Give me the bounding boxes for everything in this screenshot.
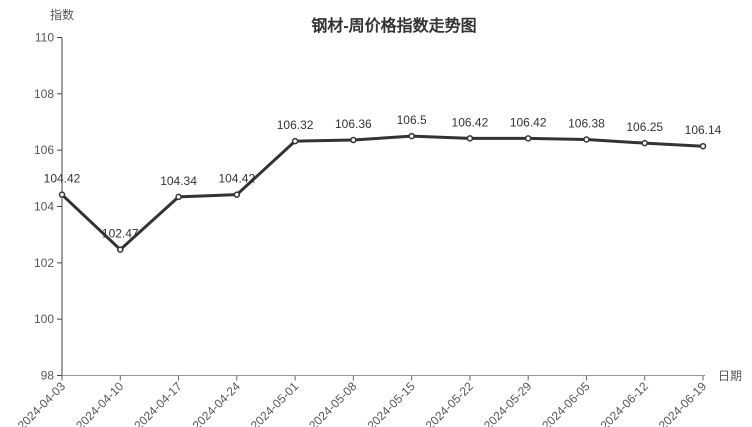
x-tick-label: 2024-05-08 <box>306 379 360 427</box>
x-tick-label: 2024-05-22 <box>423 379 477 427</box>
x-tick-label: 2024-04-24 <box>190 379 244 427</box>
data-point-label: 106.42 <box>510 115 547 129</box>
data-point[interactable] <box>466 135 474 142</box>
x-tick-label: 2024-04-03 <box>15 379 69 427</box>
series-points: 104.42 102.47 104.34 104.42 106.32 106.36 106.… <box>44 113 722 253</box>
chart-title: 钢材-周价格指数走势图 <box>311 18 477 35</box>
y-tick-label: 108 <box>34 87 54 101</box>
data-point[interactable] <box>524 135 532 142</box>
x-axis-name: 日期 <box>718 369 743 383</box>
data-point-label: 104.42 <box>218 172 255 186</box>
data-point-label: 106.36 <box>335 117 372 131</box>
data-point[interactable] <box>699 142 707 150</box>
y-tick-label: 104 <box>34 200 54 214</box>
x-tick-label: 2024-04-17 <box>131 379 185 427</box>
x-axis: 2024-04-03 2024-04-10 2024-04-17 2024-04-24… <box>15 375 710 427</box>
x-tick-label: 2024-04-10 <box>73 379 127 427</box>
data-point[interactable] <box>350 136 357 144</box>
x-tick-label: 2024-06-19 <box>656 379 710 427</box>
data-point[interactable] <box>117 246 124 253</box>
data-point-label: 104.34 <box>160 174 197 188</box>
data-point-label: 106.5 <box>397 113 427 127</box>
x-tick-label: 2024-05-29 <box>481 379 535 427</box>
data-point-label: 106.42 <box>452 115 489 129</box>
data-point-label: 106.38 <box>568 116 605 130</box>
data-point[interactable] <box>641 139 648 147</box>
y-tick-label: 100 <box>34 312 54 326</box>
data-point[interactable] <box>291 137 299 145</box>
y-axis-name: 指数 <box>50 8 75 22</box>
data-point[interactable] <box>583 136 590 143</box>
x-tick-label: 2024-05-15 <box>364 379 418 427</box>
y-tick-label: 110 <box>35 31 54 45</box>
y-tick-label: 98 <box>41 369 55 383</box>
series-line <box>60 134 705 252</box>
x-tick-label: 2024-05-01 <box>248 379 302 427</box>
data-point-label: 102.47 <box>102 227 139 241</box>
y-tick-label: 102 <box>34 256 54 270</box>
x-tick-label: 2024-06-12 <box>598 379 652 427</box>
data-point-label: 106.25 <box>626 120 663 134</box>
data-point[interactable] <box>175 193 182 201</box>
x-tick-label: 2024-06-05 <box>539 379 593 427</box>
y-tick-label: 106 <box>34 143 54 157</box>
data-point-label: 104.42 <box>44 172 81 186</box>
data-point[interactable] <box>408 132 415 140</box>
y-axis: 98 100 102 104 106 108 110 <box>34 31 63 383</box>
data-point[interactable] <box>58 191 66 198</box>
data-point-label: 106.32 <box>277 118 314 132</box>
data-point[interactable] <box>233 191 241 198</box>
data-point-label: 106.14 <box>685 123 722 137</box>
